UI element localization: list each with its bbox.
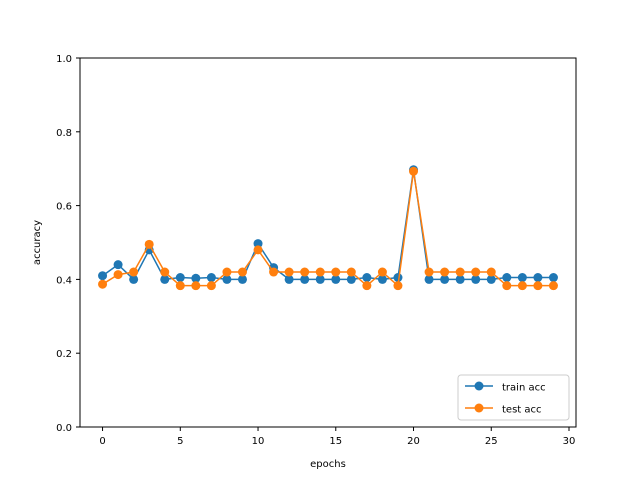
data-point-test-acc [160,267,170,277]
data-point-test-acc [191,281,201,291]
data-point-test-acc [331,267,341,277]
data-point-test-acc [533,281,543,291]
data-point-train-acc [98,271,108,281]
data-point-test-acc [455,267,465,277]
data-point-test-acc [440,267,450,277]
data-point-train-acc [533,273,543,283]
x-tick-label: 10 [252,436,265,447]
data-point-train-acc [191,273,201,283]
data-point-train-acc [113,260,123,270]
data-point-test-acc [113,270,123,280]
y-tick-label: 0.8 [56,128,72,139]
x-tick-label: 30 [563,436,576,447]
x-tick-label: 20 [407,436,420,447]
data-point-train-acc [253,239,263,249]
x-tick-label: 15 [329,436,342,447]
data-point-train-acc [175,273,185,283]
data-point-train-acc [440,274,450,284]
data-point-test-acc [129,267,139,277]
data-point-train-acc [129,274,139,284]
data-point-test-acc [269,267,279,277]
data-point-train-acc [377,274,387,284]
data-point-test-acc [253,245,263,255]
data-point-train-acc [362,273,372,283]
data-point-train-acc [517,273,527,283]
y-tick-label: 0.0 [56,423,72,434]
x-tick-label: 25 [485,436,498,447]
legend-marker-train-acc [474,381,484,391]
data-point-train-acc [315,274,325,284]
data-point-test-acc [175,281,185,291]
x-tick-label: 0 [99,436,105,447]
data-point-train-acc [455,274,465,284]
data-point-test-acc [409,166,419,176]
data-point-train-acc [206,273,216,283]
axes-spines [79,57,577,428]
y-tick-label: 1.0 [56,54,72,65]
data-point-train-acc [237,274,247,284]
data-point-test-acc [98,279,108,289]
data-point-test-acc [377,267,387,277]
data-point-train-acc [222,274,232,284]
data-point-test-acc [486,267,496,277]
data-point-train-acc [160,274,170,284]
data-point-test-acc [206,281,216,291]
axes-background [80,58,576,427]
data-point-test-acc [315,267,325,277]
y-tick-label: 0.6 [56,202,72,213]
data-point-test-acc [393,281,403,291]
x-axis: 0 5 10 15 20 25 30 [99,427,575,447]
y-tick-label: 0.4 [56,275,72,286]
data-point-train-acc [502,273,512,283]
data-point-train-acc [284,274,294,284]
y-axis-label: accuracy [32,220,43,265]
data-point-test-acc [237,267,247,277]
data-point-train-acc [486,274,496,284]
data-point-train-acc [393,273,403,283]
data-point-train-acc [346,274,356,284]
data-point-test-acc [284,267,294,277]
data-point-test-acc [471,267,481,277]
data-point-test-acc [346,267,356,277]
series-layer [98,165,558,291]
data-point-train-acc [471,274,481,284]
data-point-test-acc [424,267,434,277]
legend-marker-test-acc [474,403,484,413]
plot-area [80,58,576,427]
data-point-train-acc [424,274,434,284]
axes-frame [79,57,577,428]
data-point-train-acc [548,273,558,283]
data-point-train-acc [300,274,310,284]
x-axis-label: epochs [310,459,346,470]
x-tick-label: 5 [177,436,183,447]
data-point-test-acc [300,267,310,277]
data-point-train-acc [331,274,341,284]
legend-label-train-acc: train acc [502,383,546,394]
data-point-test-acc [502,281,512,291]
y-tick-label: 0.2 [56,349,72,360]
data-point-test-acc [517,281,527,291]
data-point-test-acc [222,267,232,277]
legend: train acc test acc [457,374,570,421]
legend-label-test-acc: test acc [502,405,542,416]
y-axis: 0.0 0.2 0.4 0.6 0.8 1.0 [56,54,80,434]
data-point-test-acc [362,281,372,291]
data-point-test-acc [144,239,154,249]
data-point-test-acc [548,281,558,291]
